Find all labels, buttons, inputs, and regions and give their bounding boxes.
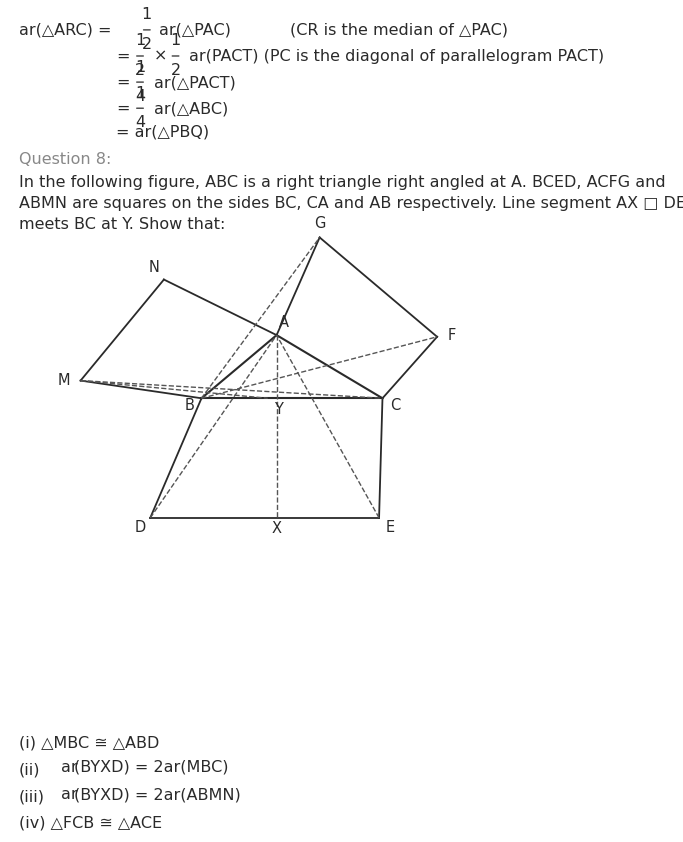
Text: (BYXD) = 2ar(MBC): (BYXD) = 2ar(MBC) — [74, 760, 228, 775]
Text: ar: ar — [61, 787, 78, 802]
Text: N: N — [148, 260, 159, 275]
Text: 1: 1 — [170, 34, 181, 48]
Text: 1: 1 — [141, 8, 152, 23]
Text: ar(△PACT): ar(△PACT) — [154, 75, 236, 90]
Text: =: = — [116, 75, 130, 90]
Text: (CR is the median of △PAC): (CR is the median of △PAC) — [290, 23, 508, 38]
Text: D: D — [135, 520, 145, 536]
Text: 1: 1 — [135, 60, 145, 75]
Text: 4: 4 — [135, 88, 145, 104]
Text: (iii): (iii) — [19, 790, 45, 805]
Text: =: = — [116, 49, 130, 64]
Text: ar(△ARC) =: ar(△ARC) = — [19, 23, 111, 38]
Text: C: C — [389, 397, 400, 413]
Text: (BYXD) = 2ar(ABMN): (BYXD) = 2ar(ABMN) — [74, 787, 240, 802]
Text: ar(△ABC): ar(△ABC) — [154, 101, 228, 116]
Text: 2: 2 — [135, 62, 145, 77]
Text: ABMN are squares on the sides BC, CA and AB respectively. Line segment AX □ DE: ABMN are squares on the sides BC, CA and… — [19, 196, 683, 211]
Text: 4: 4 — [135, 115, 145, 130]
Text: (ii): (ii) — [19, 763, 40, 778]
Text: 1: 1 — [135, 86, 145, 100]
Text: 2: 2 — [171, 62, 180, 77]
Text: = ar(△PBQ): = ar(△PBQ) — [116, 125, 209, 140]
Text: Y: Y — [274, 402, 282, 417]
Text: B: B — [185, 397, 195, 413]
Text: X: X — [272, 521, 281, 536]
Text: E: E — [385, 520, 395, 536]
Text: (iv) △FCB ≅ △ACE: (iv) △FCB ≅ △ACE — [19, 816, 163, 831]
Text: G: G — [314, 216, 325, 232]
Text: ×: × — [154, 49, 167, 64]
Text: 1: 1 — [135, 34, 145, 48]
Text: meets BC at Y. Show that:: meets BC at Y. Show that: — [19, 217, 225, 232]
Text: (i) △MBC ≅ △ABD: (i) △MBC ≅ △ABD — [19, 735, 160, 750]
Text: ar(△PAC): ar(△PAC) — [159, 23, 231, 38]
Text: 2: 2 — [142, 36, 152, 51]
Text: ar(PACT) (PC is the diagonal of parallelogram PACT): ar(PACT) (PC is the diagonal of parallel… — [189, 49, 604, 64]
Text: ar: ar — [61, 760, 78, 775]
Text: In the following figure, ABC is a right triangle right angled at A. BCED, ACFG a: In the following figure, ABC is a right … — [19, 175, 666, 190]
Text: Question 8:: Question 8: — [19, 152, 111, 167]
Text: =: = — [116, 101, 130, 116]
Text: M: M — [57, 373, 70, 388]
Text: F: F — [448, 328, 456, 343]
Text: A: A — [279, 315, 288, 330]
